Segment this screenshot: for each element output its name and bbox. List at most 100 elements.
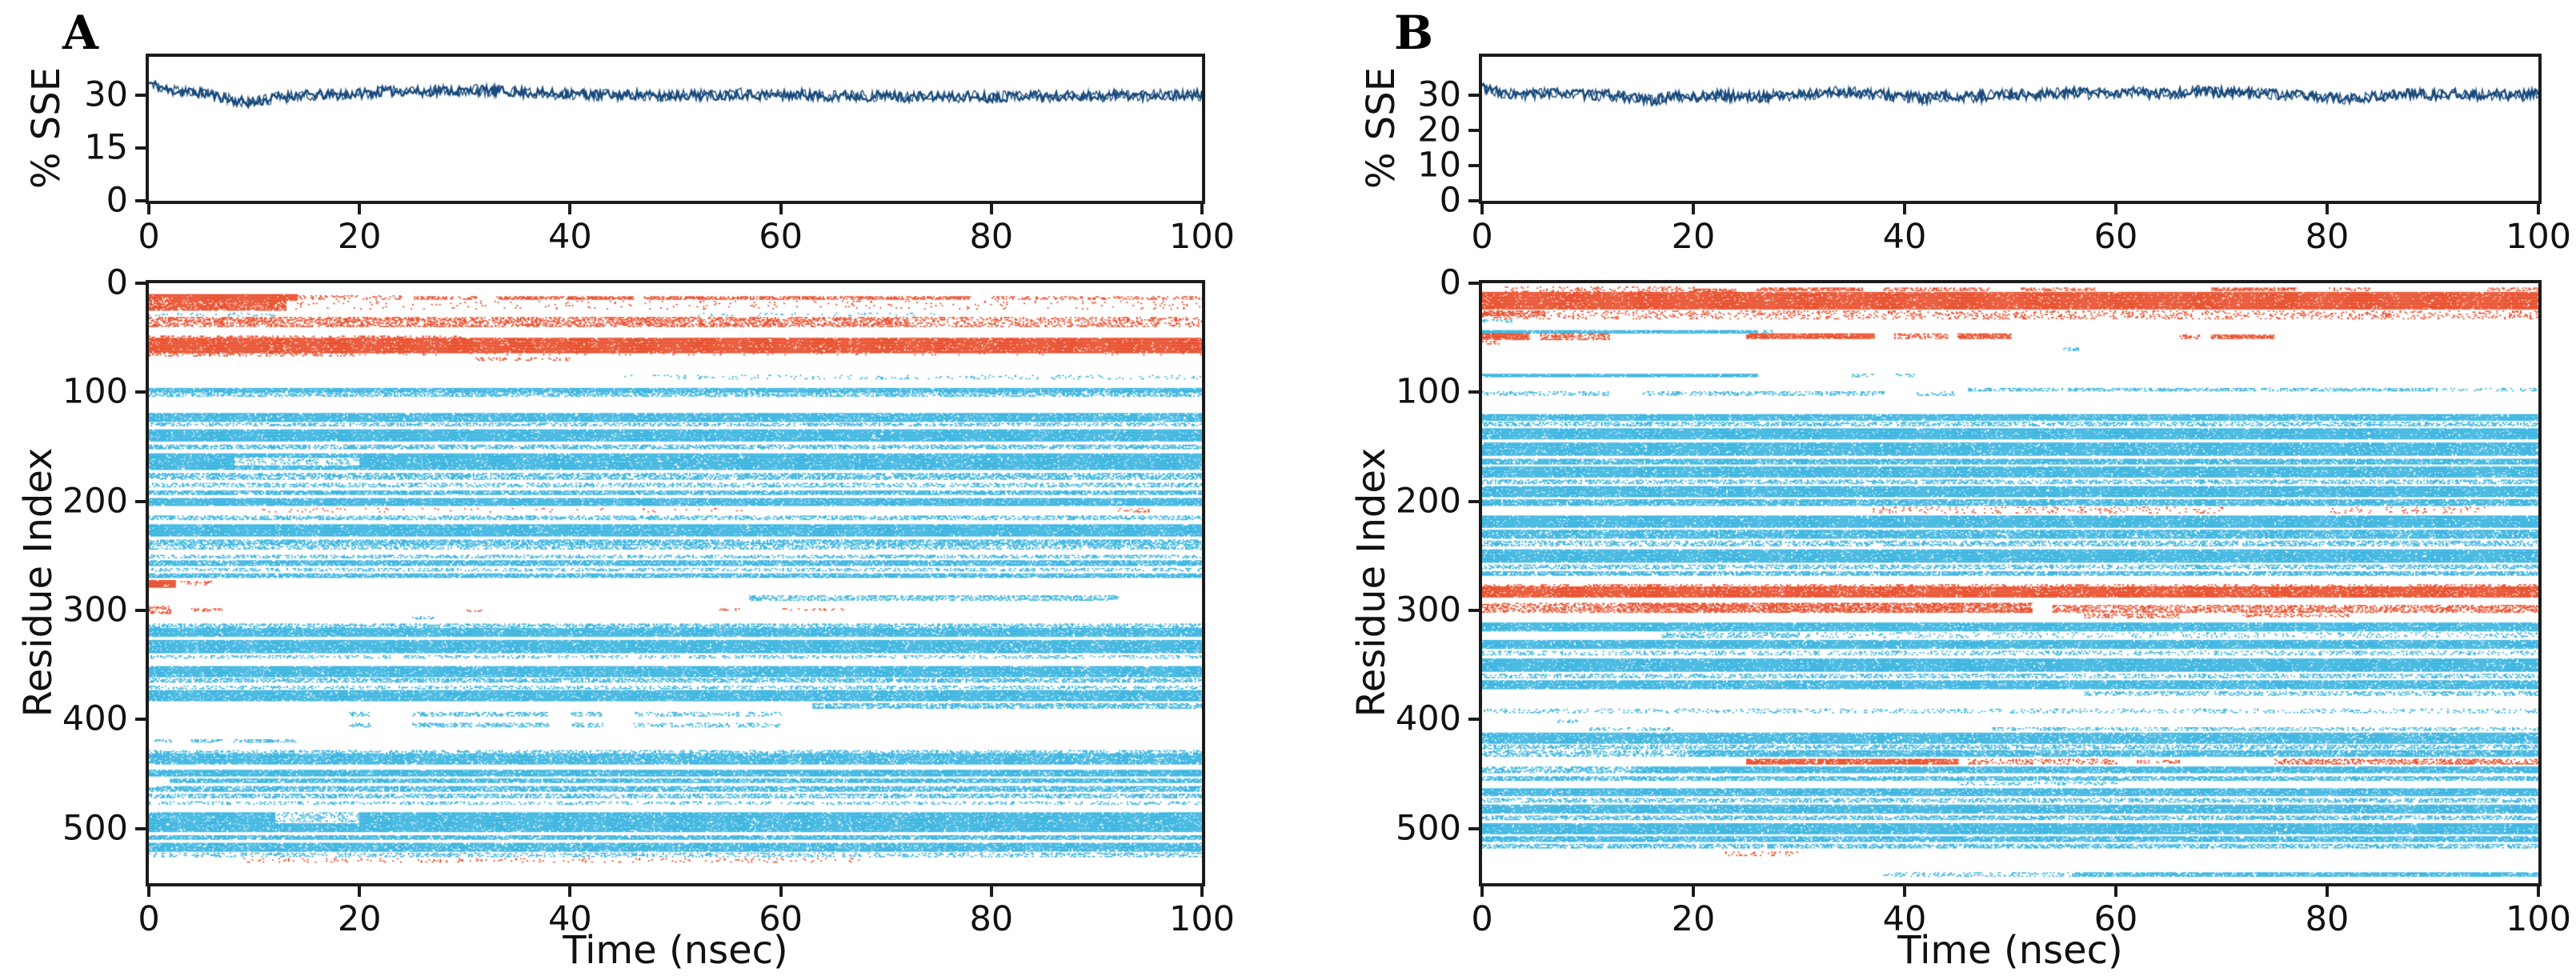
y-tick-label: 100 bbox=[62, 371, 128, 412]
x-tick-label: 0 bbox=[1471, 217, 1493, 257]
x-tick-mark bbox=[2114, 883, 2117, 897]
sse-line-canvas-b bbox=[1482, 57, 2538, 201]
x-tick-mark bbox=[1200, 883, 1204, 897]
y-tick-mark bbox=[1468, 609, 1482, 613]
x-tick-mark bbox=[989, 201, 993, 214]
x-tick-mark bbox=[568, 201, 572, 214]
x-tick-mark bbox=[2537, 883, 2540, 897]
y-tick-label: 500 bbox=[62, 808, 128, 849]
x-tick-mark bbox=[1480, 883, 1484, 897]
x-tick-mark bbox=[779, 883, 783, 897]
x-tick-label: 60 bbox=[759, 899, 803, 939]
x-tick-label: 60 bbox=[759, 217, 803, 257]
y-tick-label: 200 bbox=[62, 481, 128, 522]
y-axis-label-sse-a: % SSE bbox=[24, 66, 69, 190]
x-tick-label: 60 bbox=[2093, 899, 2138, 939]
x-tick-label: 40 bbox=[1882, 217, 1927, 257]
residue-map-plot-a: 0 20 40 60 80 100 0 100 200 300 400 500 bbox=[62, 266, 1235, 937]
y-tick-mark bbox=[1468, 718, 1482, 722]
y-tick-label: 400 bbox=[1395, 698, 1461, 739]
y-tick-mark bbox=[1468, 390, 1482, 394]
x-tick-label: 100 bbox=[2505, 899, 2572, 939]
y-tick-mark bbox=[135, 94, 149, 98]
y-axis-label-map-a: Residue Index bbox=[16, 447, 61, 718]
residue-map-plot-b: 0 20 40 60 80 100 0 100 200 300 400 500 bbox=[1396, 266, 2571, 937]
y-tick-mark bbox=[135, 199, 149, 202]
y-tick-label: 0 bbox=[1439, 180, 1461, 221]
panel-b-label: B bbox=[1394, 6, 1434, 60]
x-tick-mark bbox=[1692, 883, 1695, 897]
x-tick-label: 20 bbox=[1671, 899, 1716, 939]
y-tick-label: 0 bbox=[106, 262, 128, 303]
x-tick-mark bbox=[147, 883, 150, 897]
x-tick-label: 20 bbox=[1671, 217, 1716, 257]
y-axis-label-sse-b: % SSE bbox=[1359, 66, 1404, 190]
x-tick-label: 0 bbox=[138, 217, 160, 257]
x-tick-mark bbox=[2114, 201, 2117, 214]
x-tick-label: 80 bbox=[969, 217, 1014, 257]
x-tick-mark bbox=[568, 883, 572, 897]
x-tick-mark bbox=[358, 201, 362, 214]
x-tick-label: 20 bbox=[337, 217, 382, 257]
x-tick-mark bbox=[1903, 201, 1906, 214]
y-tick-label: 100 bbox=[1395, 371, 1461, 412]
y-tick-label: 500 bbox=[1395, 808, 1461, 849]
x-tick-label: 40 bbox=[1882, 899, 1927, 939]
y-tick-label: 300 bbox=[1395, 590, 1461, 630]
y-tick-label: 200 bbox=[1395, 481, 1461, 522]
x-tick-label: 80 bbox=[969, 899, 1014, 939]
y-axis-label-map-b: Residue Index bbox=[1349, 447, 1394, 718]
sse-line-canvas-a bbox=[149, 57, 1202, 201]
x-tick-label: 100 bbox=[2505, 217, 2572, 257]
x-tick-mark bbox=[2537, 201, 2540, 214]
y-tick-label: 400 bbox=[62, 698, 128, 739]
y-tick-mark bbox=[1468, 499, 1482, 503]
y-tick-mark bbox=[1468, 94, 1482, 98]
x-tick-label: 80 bbox=[2305, 217, 2350, 257]
sse-line-plot-a: 0 20 40 60 80 100 0 15 30 bbox=[84, 54, 1235, 254]
y-tick-mark bbox=[135, 390, 149, 394]
y-tick-label: 30 bbox=[84, 74, 128, 115]
y-tick-label: 0 bbox=[106, 180, 128, 221]
y-tick-label: 0 bbox=[1439, 262, 1461, 303]
x-tick-label: 60 bbox=[2093, 217, 2138, 257]
x-tick-mark bbox=[1692, 201, 1695, 214]
x-tick-label: 100 bbox=[1168, 217, 1236, 257]
x-tick-mark bbox=[1480, 201, 1484, 214]
sse-line-plot-b: 0 20 40 60 80 100 0 10 20 30 bbox=[1417, 54, 2571, 254]
y-tick-label: 30 bbox=[1417, 74, 1461, 115]
y-tick-mark bbox=[1468, 129, 1482, 133]
x-tick-mark bbox=[1903, 883, 1906, 897]
x-tick-label: 0 bbox=[138, 899, 160, 939]
y-tick-label: 15 bbox=[84, 127, 128, 168]
x-tick-label: 0 bbox=[1471, 899, 1493, 939]
x-tick-label: 40 bbox=[548, 899, 592, 939]
residue-map-canvas-b bbox=[1482, 283, 2538, 883]
y-tick-mark bbox=[135, 499, 149, 503]
x-tick-mark bbox=[1200, 201, 1204, 214]
x-tick-label: 20 bbox=[337, 899, 382, 939]
x-tick-label: 100 bbox=[1168, 899, 1236, 939]
y-tick-label: 20 bbox=[1417, 110, 1461, 150]
x-tick-label: 40 bbox=[548, 217, 592, 257]
x-tick-mark bbox=[2326, 883, 2329, 897]
y-tick-mark bbox=[1468, 164, 1482, 168]
panel-a-label: A bbox=[62, 6, 99, 60]
y-tick-mark bbox=[1468, 826, 1482, 830]
y-tick-mark bbox=[135, 282, 149, 285]
x-tick-mark bbox=[147, 201, 150, 214]
y-tick-label: 300 bbox=[62, 590, 128, 630]
y-tick-mark bbox=[135, 718, 149, 722]
y-tick-label: 10 bbox=[1417, 145, 1461, 186]
y-tick-mark bbox=[135, 826, 149, 830]
y-tick-mark bbox=[135, 609, 149, 613]
x-tick-label: 80 bbox=[2305, 899, 2350, 939]
x-axis-label-map-a: Time (nsec) bbox=[563, 928, 788, 973]
x-tick-mark bbox=[779, 201, 783, 214]
x-tick-mark bbox=[2326, 201, 2329, 214]
y-tick-mark bbox=[1468, 199, 1482, 202]
residue-map-canvas-a bbox=[149, 283, 1202, 883]
x-tick-mark bbox=[358, 883, 362, 897]
y-tick-mark bbox=[135, 146, 149, 150]
